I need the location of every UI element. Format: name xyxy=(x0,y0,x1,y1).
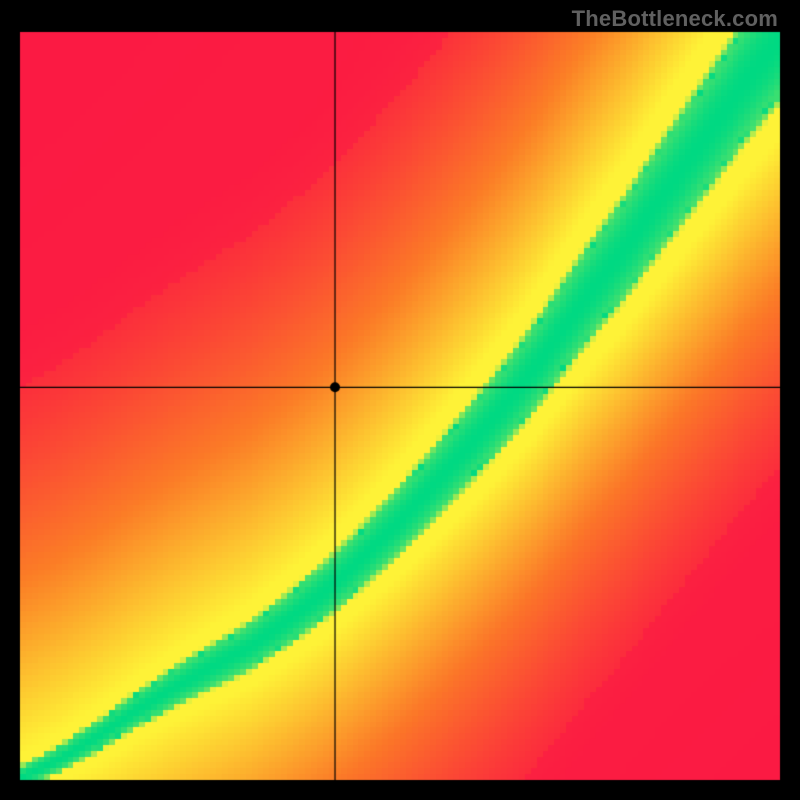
bottleneck-heatmap xyxy=(0,0,800,800)
watermark-text: TheBottleneck.com xyxy=(572,6,778,32)
